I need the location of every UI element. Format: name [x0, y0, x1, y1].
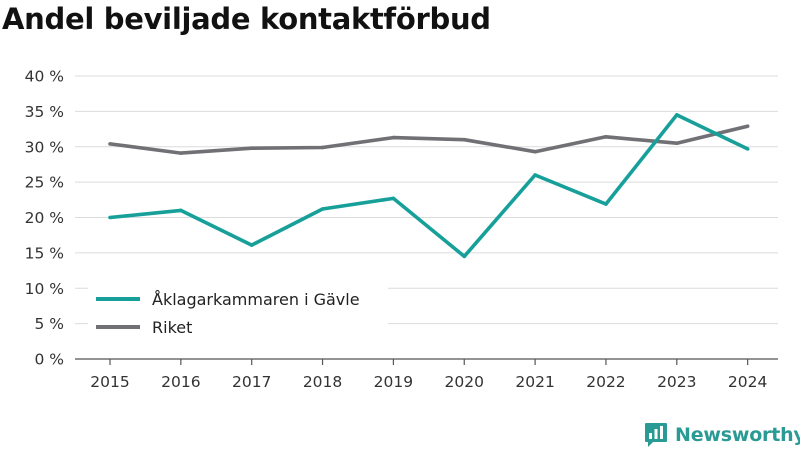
data-point	[391, 196, 396, 201]
y-tick-label: 10 %	[25, 280, 64, 298]
data-point	[533, 173, 537, 177]
legend-label: Åklagarkammaren i Gävle	[152, 290, 360, 309]
x-tick-label: 2021	[515, 373, 554, 391]
y-tick-label: 25 %	[25, 174, 64, 192]
data-point	[675, 113, 679, 117]
data-point	[108, 215, 112, 220]
chart-title: Andel beviljade kontaktförbud	[2, 2, 491, 36]
legend-label: Riket	[152, 318, 192, 337]
data-point	[249, 243, 254, 247]
data-point	[320, 207, 325, 211]
brand-logo: Newsworthy	[644, 421, 800, 449]
bar-chart-speech-icon	[645, 423, 667, 447]
x-tick-label: 2019	[374, 373, 413, 391]
data-point	[745, 124, 750, 129]
data-point	[179, 208, 183, 213]
x-tick-label: 2015	[90, 373, 129, 391]
data-point	[462, 254, 467, 259]
y-tick-label: 30 %	[25, 138, 64, 156]
axes: 0 % 5 % 10 % 15 % 20 % 25 % 30 % 35 % 40 % 2015 20…	[25, 68, 778, 391]
series-line-0	[109, 113, 749, 259]
data-point	[320, 145, 325, 150]
data-point	[675, 141, 679, 146]
x-tick-label: 2017	[232, 373, 271, 391]
y-tick-label: 40 %	[25, 68, 64, 86]
x-tick-label: 2020	[445, 373, 484, 391]
data-point	[745, 147, 750, 151]
data-point	[249, 146, 254, 150]
data-point	[391, 135, 396, 140]
series-lines	[108, 113, 750, 259]
x-tick-label: 2022	[586, 373, 625, 391]
x-tick-label: 2016	[161, 373, 200, 391]
legend: Åklagarkammaren i Gävle Riket	[88, 283, 388, 339]
y-tick-label: 35 %	[25, 103, 64, 121]
brand-name: Newsworthy	[675, 424, 800, 446]
data-point	[179, 151, 183, 155]
x-tick-label: 2018	[303, 373, 342, 391]
series-line-1	[109, 124, 749, 155]
y-tick-label: 15 %	[25, 244, 64, 262]
data-point	[108, 142, 112, 146]
y-tick-label: 20 %	[25, 209, 64, 227]
data-point	[604, 135, 608, 139]
y-tick-label: 0 %	[34, 351, 64, 369]
data-point	[533, 149, 537, 154]
y-tick-label: 5 %	[34, 315, 64, 333]
legend-background	[88, 283, 388, 339]
x-tick-label: 2023	[657, 373, 696, 391]
data-point	[604, 202, 608, 206]
x-tick-label: 2024	[728, 373, 767, 391]
data-point	[462, 137, 467, 142]
